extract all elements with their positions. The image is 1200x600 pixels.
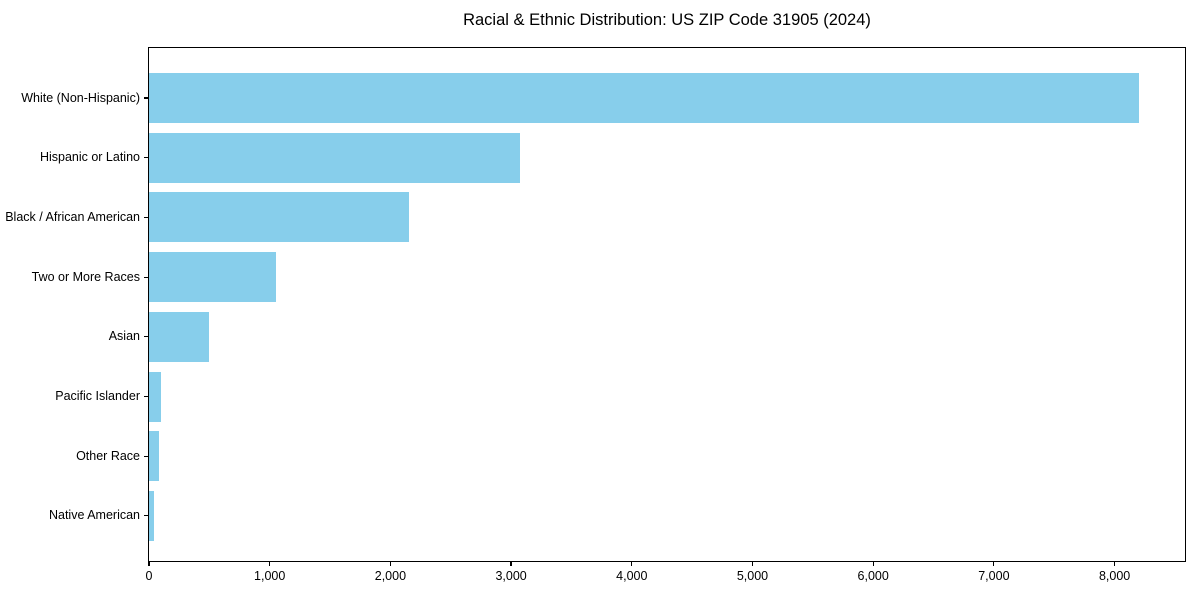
bar-other-race: [149, 431, 160, 482]
x-tick-mark: [751, 561, 754, 566]
x-tick-label: 3,000: [495, 569, 527, 583]
bar-asian: [149, 311, 210, 362]
y-tick-label: White (Non-Hispanic): [21, 90, 140, 105]
x-tick-label: 5,000: [736, 569, 769, 583]
x-tick-mark: [631, 561, 633, 566]
y-tick-mark: [144, 157, 149, 159]
bar-pacific-islander: [149, 371, 162, 422]
bar-black-african-american: [149, 192, 409, 243]
x-tick-mark: [389, 561, 391, 566]
y-tick-mark: [144, 216, 149, 218]
x-tick-mark: [269, 561, 271, 566]
y-tick-mark: [144, 336, 149, 338]
chart-title: Racial & Ethnic Distribution: US ZIP Cod…: [463, 11, 871, 29]
y-tick-mark: [144, 395, 149, 398]
x-tick-mark: [872, 561, 874, 566]
x-tick-label: 6,000: [857, 569, 889, 583]
bar-two-or-more-races: [149, 252, 276, 303]
x-tick-mark: [510, 561, 512, 566]
x-tick-mark: [1113, 561, 1116, 566]
x-tick-label: 1,000: [254, 569, 286, 583]
x-tick-label: 2,000: [374, 569, 407, 583]
y-tick-label: Asian: [108, 329, 140, 344]
x-tick-label: 8,000: [1098, 569, 1131, 583]
x-tick-mark: [148, 561, 150, 566]
y-tick-mark: [144, 455, 149, 457]
bar-hispanic-or-latino: [149, 132, 520, 183]
y-tick-label: Two or More Races: [31, 269, 140, 284]
y-tick-mark: [144, 276, 149, 278]
x-tick-label: 4,000: [616, 569, 648, 583]
y-tick-label: Other Race: [76, 448, 140, 463]
y-tick-label: Native American: [48, 508, 140, 523]
y-tick-label: Pacific Islander: [55, 389, 140, 403]
x-tick-label: 7,000: [978, 569, 1010, 583]
y-tick-label: Black / African American: [5, 209, 140, 224]
x-tick-mark: [993, 561, 995, 566]
y-tick-mark: [144, 97, 149, 99]
y-tick-label: Hispanic or Latino: [39, 150, 140, 165]
plot-area: White (Non-Hispanic) Hispanic or Latino Bl…: [5, 47, 1186, 582]
bar-native-american: [149, 490, 154, 541]
bar-white-non-hispanic: [149, 73, 1139, 123]
y-tick-mark: [144, 515, 149, 517]
x-tick-label: 0: [145, 569, 153, 583]
